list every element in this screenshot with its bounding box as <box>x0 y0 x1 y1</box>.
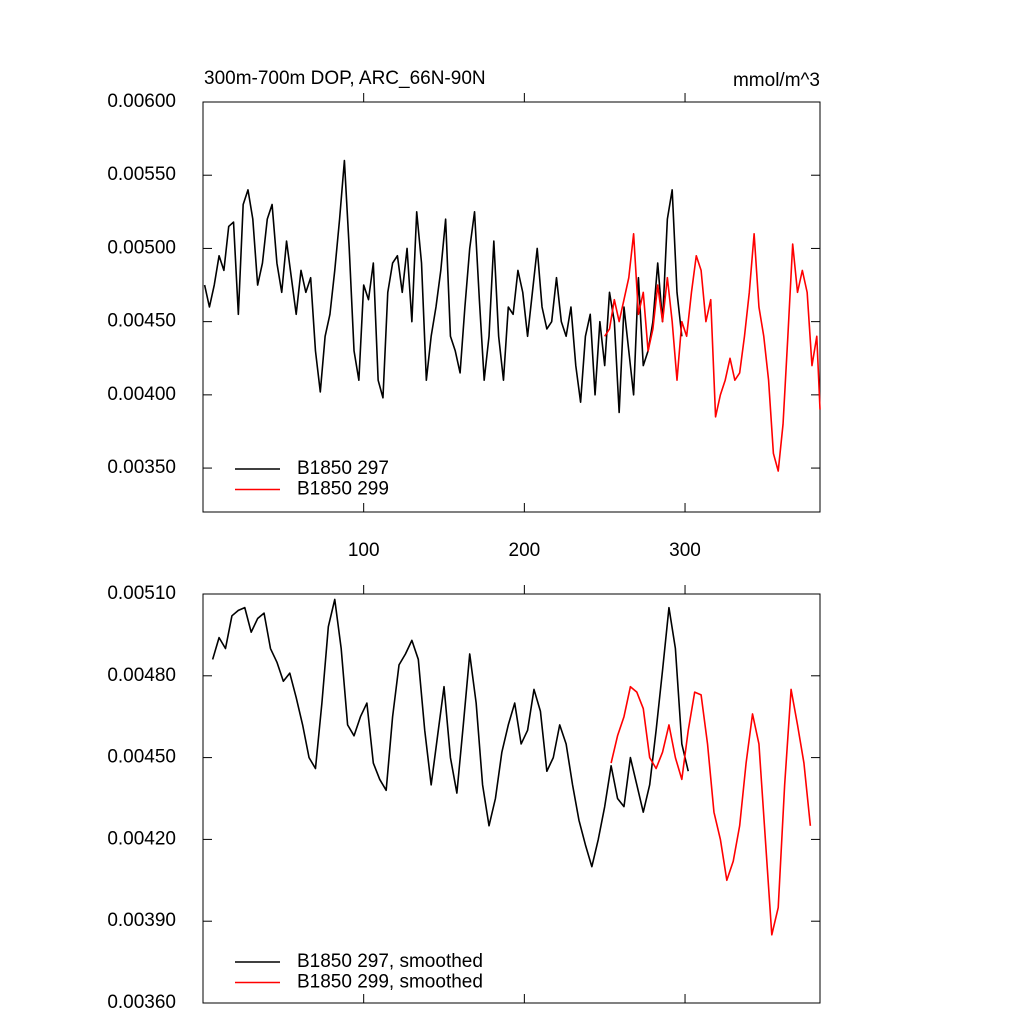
series-line <box>604 232 821 472</box>
y-tick-label: 0.00400 <box>107 384 176 405</box>
legend-label: B1850 299, smoothed <box>297 972 483 993</box>
plot-frame <box>202 593 821 1004</box>
y-tick-label: 0.00420 <box>107 828 176 849</box>
y-tick-label: 0.00360 <box>107 992 176 1013</box>
series-line <box>211 598 690 868</box>
series-line <box>203 159 683 414</box>
legend-label: B1850 297, smoothed <box>297 951 483 972</box>
legend-label: B1850 299 <box>297 479 389 500</box>
x-tick-label: 200 <box>509 540 541 561</box>
y-tick-label: 0.00500 <box>107 237 176 258</box>
plot-frame <box>202 101 821 513</box>
y-tick-label: 0.00480 <box>107 665 176 686</box>
y-tick-label: 0.00390 <box>107 910 176 931</box>
x-tick-label: 300 <box>669 540 701 561</box>
y-tick-label: 0.00510 <box>107 583 176 604</box>
y-tick-label: 0.00450 <box>107 311 176 332</box>
series-line <box>610 685 812 936</box>
y-tick-label: 0.00350 <box>107 457 176 478</box>
y-tick-label: 0.00600 <box>107 91 176 112</box>
y-tick-label: 0.00550 <box>107 164 176 185</box>
units-label: mmol/m^3 <box>733 70 820 91</box>
legend-label: B1850 297 <box>297 458 389 479</box>
chart-title: 300m-700m DOP, ARC_66N-90N <box>204 68 486 89</box>
y-tick-label: 0.00450 <box>107 747 176 768</box>
x-tick-label: 100 <box>348 540 380 561</box>
